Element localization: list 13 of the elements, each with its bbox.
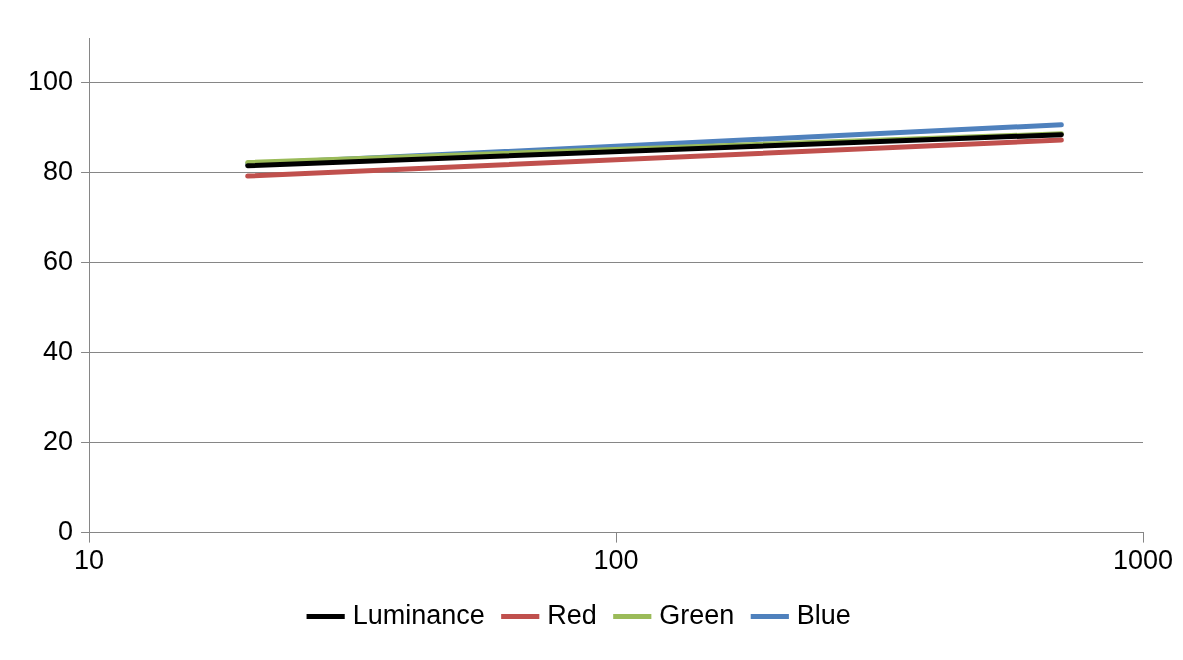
y-tick-label: 0 <box>58 516 74 547</box>
y-tick-label: 60 <box>43 246 74 277</box>
x-tick-label: 10 <box>74 545 105 576</box>
legend-label: Blue <box>796 599 851 630</box>
legend-label: Red <box>547 599 597 630</box>
y-tick-label: 20 <box>43 426 74 457</box>
legend-label: Green <box>659 599 735 630</box>
x-tick-label: 1000 <box>1112 545 1174 576</box>
y-tick-label: 40 <box>43 336 74 367</box>
y-tick-label: 80 <box>43 156 74 187</box>
y-tick-label: 100 <box>27 66 74 97</box>
legend-label: Luminance <box>352 599 485 630</box>
x-tick-label: 100 <box>593 545 639 576</box>
